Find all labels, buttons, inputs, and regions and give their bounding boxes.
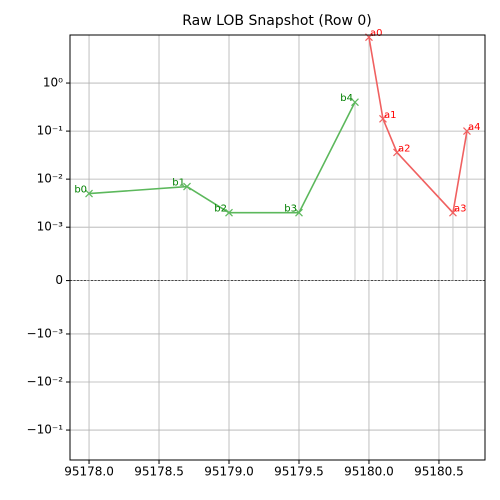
point-label: a1: [384, 110, 397, 121]
marker: [379, 114, 387, 123]
x-tick-label: 95179.0: [204, 465, 254, 479]
marker: [351, 98, 359, 107]
point-label: a4: [468, 122, 481, 133]
plot-frame: [69, 34, 486, 461]
x-tick-label: 95180.5: [414, 465, 464, 479]
point-label: a2: [398, 143, 411, 154]
x-tick-label: 95178.0: [64, 465, 114, 479]
x-tick-label: 95180.0: [344, 465, 394, 479]
y-tick-label: 10⁻²: [37, 172, 64, 186]
y-tick-label: −10⁻³: [27, 326, 64, 340]
point-label: b3: [284, 204, 297, 215]
y-tick-label: −10⁻²: [27, 375, 64, 389]
marker: [393, 148, 401, 157]
point-label: b2: [214, 204, 227, 215]
point-label: a3: [454, 204, 467, 215]
chart-title: Raw LOB Snapshot (Row 0): [182, 13, 372, 29]
point-label: a0: [370, 28, 383, 39]
y-tick-label: 10⁻³: [37, 220, 64, 234]
marker: [295, 208, 303, 217]
marker: [225, 208, 233, 217]
series-line: [88, 101, 356, 214]
x-tick-label: 95178.5: [134, 465, 184, 479]
y-tick-label: 10⁰: [43, 76, 63, 90]
series-line: [368, 37, 468, 215]
marker: [449, 208, 457, 217]
y-tick-label: 10⁻¹: [37, 124, 64, 138]
marker: [85, 189, 93, 198]
y-tick-label: −10⁻¹: [27, 423, 64, 437]
y-tick-label: 0: [55, 273, 63, 287]
point-label: b0: [74, 185, 87, 196]
point-label: b1: [172, 178, 185, 189]
x-tick-label: 95179.5: [274, 465, 324, 479]
marker: [463, 127, 471, 136]
marker: [183, 182, 191, 191]
point-label: b4: [340, 93, 353, 104]
